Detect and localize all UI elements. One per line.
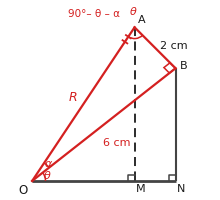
Text: N: N [176, 184, 185, 194]
Text: M: M [136, 184, 145, 194]
Text: O: O [19, 184, 28, 197]
Text: θ: θ [43, 171, 50, 181]
Text: 90°– θ – α: 90°– θ – α [68, 9, 120, 19]
Text: A: A [138, 15, 145, 25]
Text: R: R [69, 91, 77, 104]
Text: θ: θ [130, 7, 136, 17]
Text: 6 cm: 6 cm [103, 138, 131, 148]
Text: 2 cm: 2 cm [160, 41, 188, 51]
Text: α: α [44, 159, 52, 169]
Text: B: B [180, 61, 187, 71]
